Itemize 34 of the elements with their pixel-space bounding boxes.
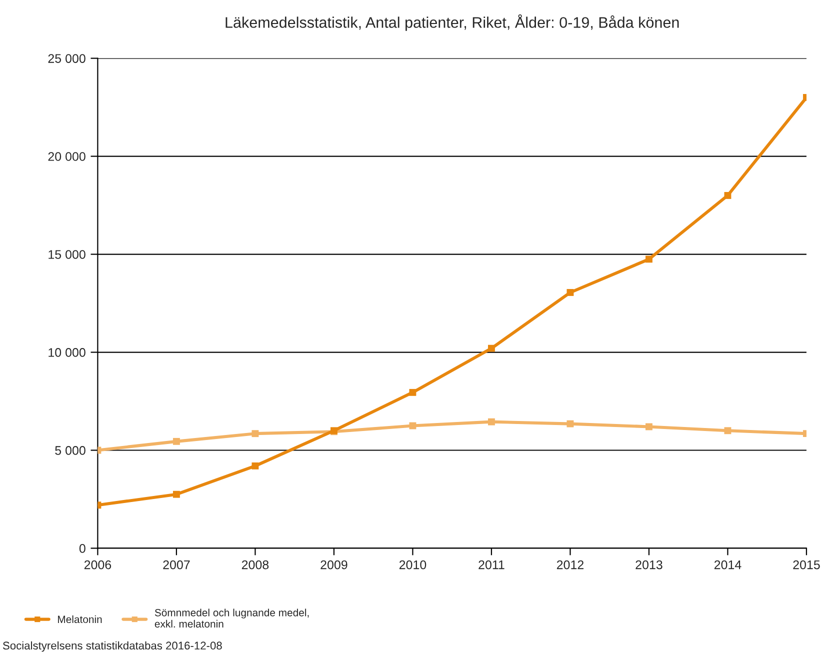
point xyxy=(172,490,180,498)
point xyxy=(724,192,732,199)
x-tick-label: 2015 xyxy=(793,560,820,570)
legend-label: Sömnmedel och lugnande medel, exkl. melatonin xyxy=(154,608,309,628)
x-tick-label: 2007 xyxy=(163,560,190,570)
point xyxy=(724,427,732,434)
point xyxy=(566,289,574,296)
x-tick-label: 2014 xyxy=(714,560,742,570)
y-tick-label: 20 000 xyxy=(48,152,86,161)
point xyxy=(488,418,495,426)
x-tick-label: 2010 xyxy=(399,560,426,570)
point xyxy=(645,256,652,263)
point xyxy=(252,462,259,470)
legend-label: Melatonin xyxy=(58,615,102,624)
x-tick-label: 2011 xyxy=(478,560,504,570)
point xyxy=(409,422,416,430)
point xyxy=(566,420,574,428)
point xyxy=(409,388,416,396)
y-tick-label: 15 000 xyxy=(48,250,86,259)
point xyxy=(488,344,495,352)
text: Socialstyrelsens statistikdatabas 2016-12-08 xyxy=(2,641,222,652)
point xyxy=(252,430,259,438)
x-tick-label: 2009 xyxy=(320,560,348,570)
point xyxy=(172,438,180,445)
x-tick-label: 2012 xyxy=(556,560,584,570)
point xyxy=(645,423,652,430)
chart-title: Läkemedelsstatistik, Antal patienter, Riket, Ålder: 0-19, Båda könen xyxy=(226,14,679,31)
x-tick-label: 2008 xyxy=(242,560,269,570)
y-tick-label: 25 000 xyxy=(48,54,86,63)
x-tick-label: 2013 xyxy=(636,560,662,570)
y-tick-label: 0 xyxy=(79,544,86,553)
y-tick-label: 5 000 xyxy=(55,446,86,455)
y-tick-label: 10 000 xyxy=(48,348,86,357)
x-tick-label: 2006 xyxy=(84,560,112,570)
